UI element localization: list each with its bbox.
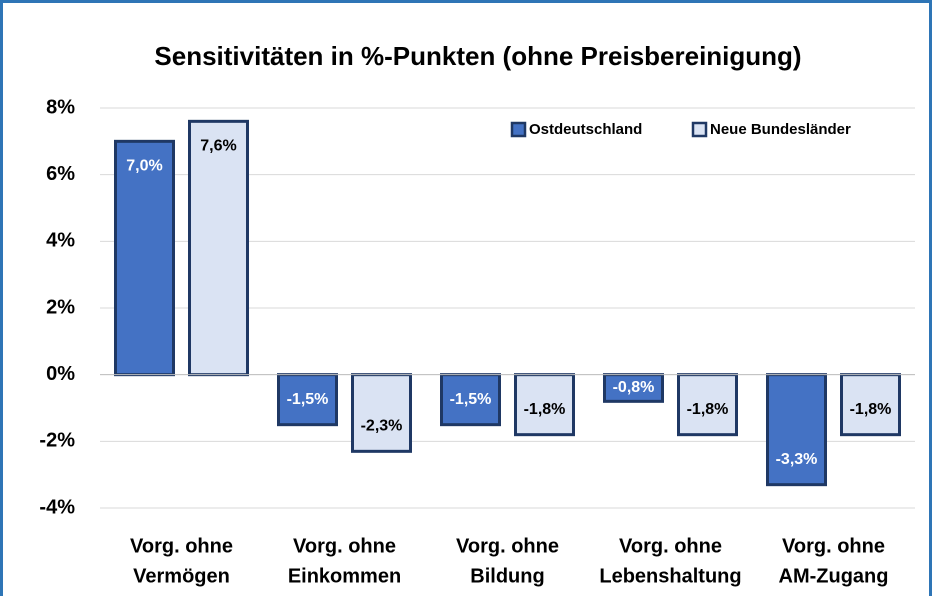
value-label: 7,6%	[200, 138, 236, 155]
legend-swatch	[510, 121, 527, 138]
value-label: -1,8%	[687, 401, 729, 418]
x-tick-label: Vorg. ohne	[130, 535, 233, 557]
x-tick-label: Lebenshaltung	[599, 565, 741, 587]
y-tick-label: 6%	[46, 163, 75, 185]
x-tick-label: Vorg. ohne	[293, 535, 396, 557]
bar	[188, 119, 249, 377]
bar	[277, 373, 338, 427]
bar	[514, 373, 575, 437]
bar	[351, 373, 412, 453]
y-tick-label: -4%	[39, 496, 75, 518]
x-tick-label: Bildung	[470, 565, 544, 587]
legend-label: Neue Bundesländer	[710, 121, 851, 138]
value-label: -1,8%	[850, 401, 892, 418]
value-label: -3,3%	[776, 451, 818, 468]
x-tick-label: AM-Zugang	[779, 565, 889, 587]
value-label: -1,5%	[287, 391, 329, 408]
bar	[440, 373, 501, 427]
bar	[677, 373, 738, 437]
x-tick-label: Einkommen	[288, 565, 401, 587]
bar	[603, 373, 664, 403]
x-tick-label: Vorg. ohne	[619, 535, 722, 557]
x-tick-label: Vorg. ohne	[456, 535, 559, 557]
value-label: 7,0%	[126, 158, 162, 175]
value-label: -0,8%	[613, 379, 655, 396]
chart-title: Sensitivitäten in %-Punkten (ohne Preisb…	[154, 41, 801, 71]
y-tick-label: -2%	[39, 430, 75, 452]
bar	[114, 139, 175, 377]
y-tick-label: 4%	[46, 230, 75, 252]
legend-label: Ostdeutschland	[529, 121, 642, 138]
value-label: -1,5%	[450, 391, 492, 408]
value-label: -2,3%	[361, 418, 403, 435]
legend-swatch	[691, 121, 708, 138]
y-tick-label: 2%	[46, 296, 75, 318]
y-tick-label: 8%	[46, 96, 75, 118]
x-tick-label: Vermögen	[133, 565, 230, 587]
bar	[766, 373, 827, 487]
value-label: -1,8%	[524, 401, 566, 418]
x-tick-label: Vorg. ohne	[782, 535, 885, 557]
y-tick-label: 0%	[46, 363, 75, 385]
